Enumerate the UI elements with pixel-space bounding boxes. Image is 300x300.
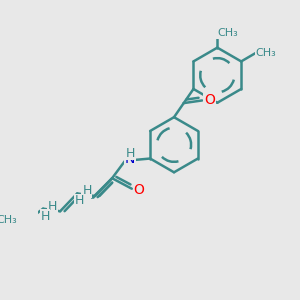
Text: H: H [75, 194, 84, 207]
Text: H: H [81, 186, 91, 199]
Text: CH₃: CH₃ [0, 215, 18, 225]
Text: O: O [204, 94, 215, 107]
Text: H: H [82, 184, 92, 197]
Text: H: H [48, 200, 57, 212]
Text: H: H [125, 146, 135, 160]
Text: CH₃: CH₃ [217, 28, 238, 38]
Text: O: O [134, 183, 145, 197]
Text: CH₃: CH₃ [255, 48, 276, 58]
Text: H: H [40, 209, 50, 223]
Text: N: N [125, 152, 135, 166]
